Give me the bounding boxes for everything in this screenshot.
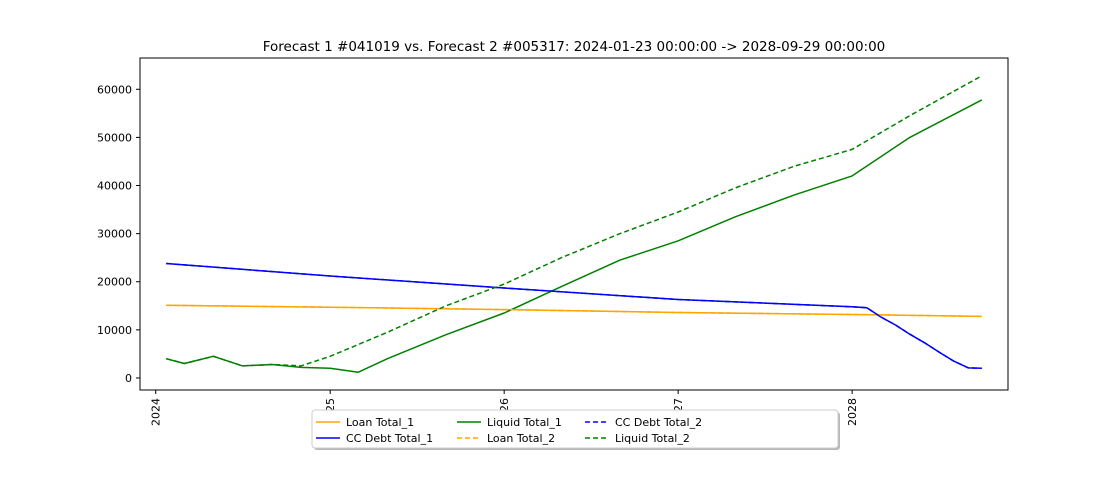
y-tick-label: 40000 — [97, 180, 132, 193]
legend-label: CC Debt Total_1 — [346, 432, 433, 445]
x-tick-label: 25 — [324, 398, 337, 412]
series-layer — [166, 75, 983, 373]
y-tick-label: 0 — [125, 372, 132, 385]
legend-label: Loan Total_1 — [346, 416, 414, 429]
series-line — [166, 262, 982, 370]
chart-title: Forecast 1 #041019 vs. Forecast 2 #00531… — [263, 39, 886, 55]
y-tick-label: 60000 — [97, 83, 132, 96]
series-line — [166, 99, 983, 373]
legend: Loan Total_1 CC Debt Total_1 Liquid Total_… — [311, 409, 840, 450]
legend-label: Liquid Total_2 — [615, 432, 690, 445]
y-tick-label: 20000 — [97, 276, 132, 289]
legend-label: Loan Total_2 — [487, 432, 555, 445]
x-axis: 2024 25 26 27 2028 — [150, 390, 859, 426]
legend-label: Liquid Total_1 — [487, 416, 562, 429]
x-tick-label: 27 — [672, 398, 685, 412]
y-tick-label: 30000 — [97, 228, 132, 241]
series-line — [166, 262, 982, 370]
x-tick-label: 26 — [498, 398, 511, 412]
x-tick-label: 2024 — [150, 398, 163, 426]
y-tick-label: 50000 — [97, 131, 132, 144]
plot-frame — [139, 57, 1009, 391]
legend-label: CC Debt Total_2 — [615, 416, 702, 429]
series-line — [166, 304, 982, 318]
y-axis: 0 10000 20000 30000 40000 50000 60000 — [97, 83, 140, 385]
y-tick-label: 10000 — [97, 324, 132, 337]
legend-box — [311, 409, 839, 449]
x-tick-label: 2028 — [846, 398, 859, 426]
series-line — [166, 75, 983, 367]
